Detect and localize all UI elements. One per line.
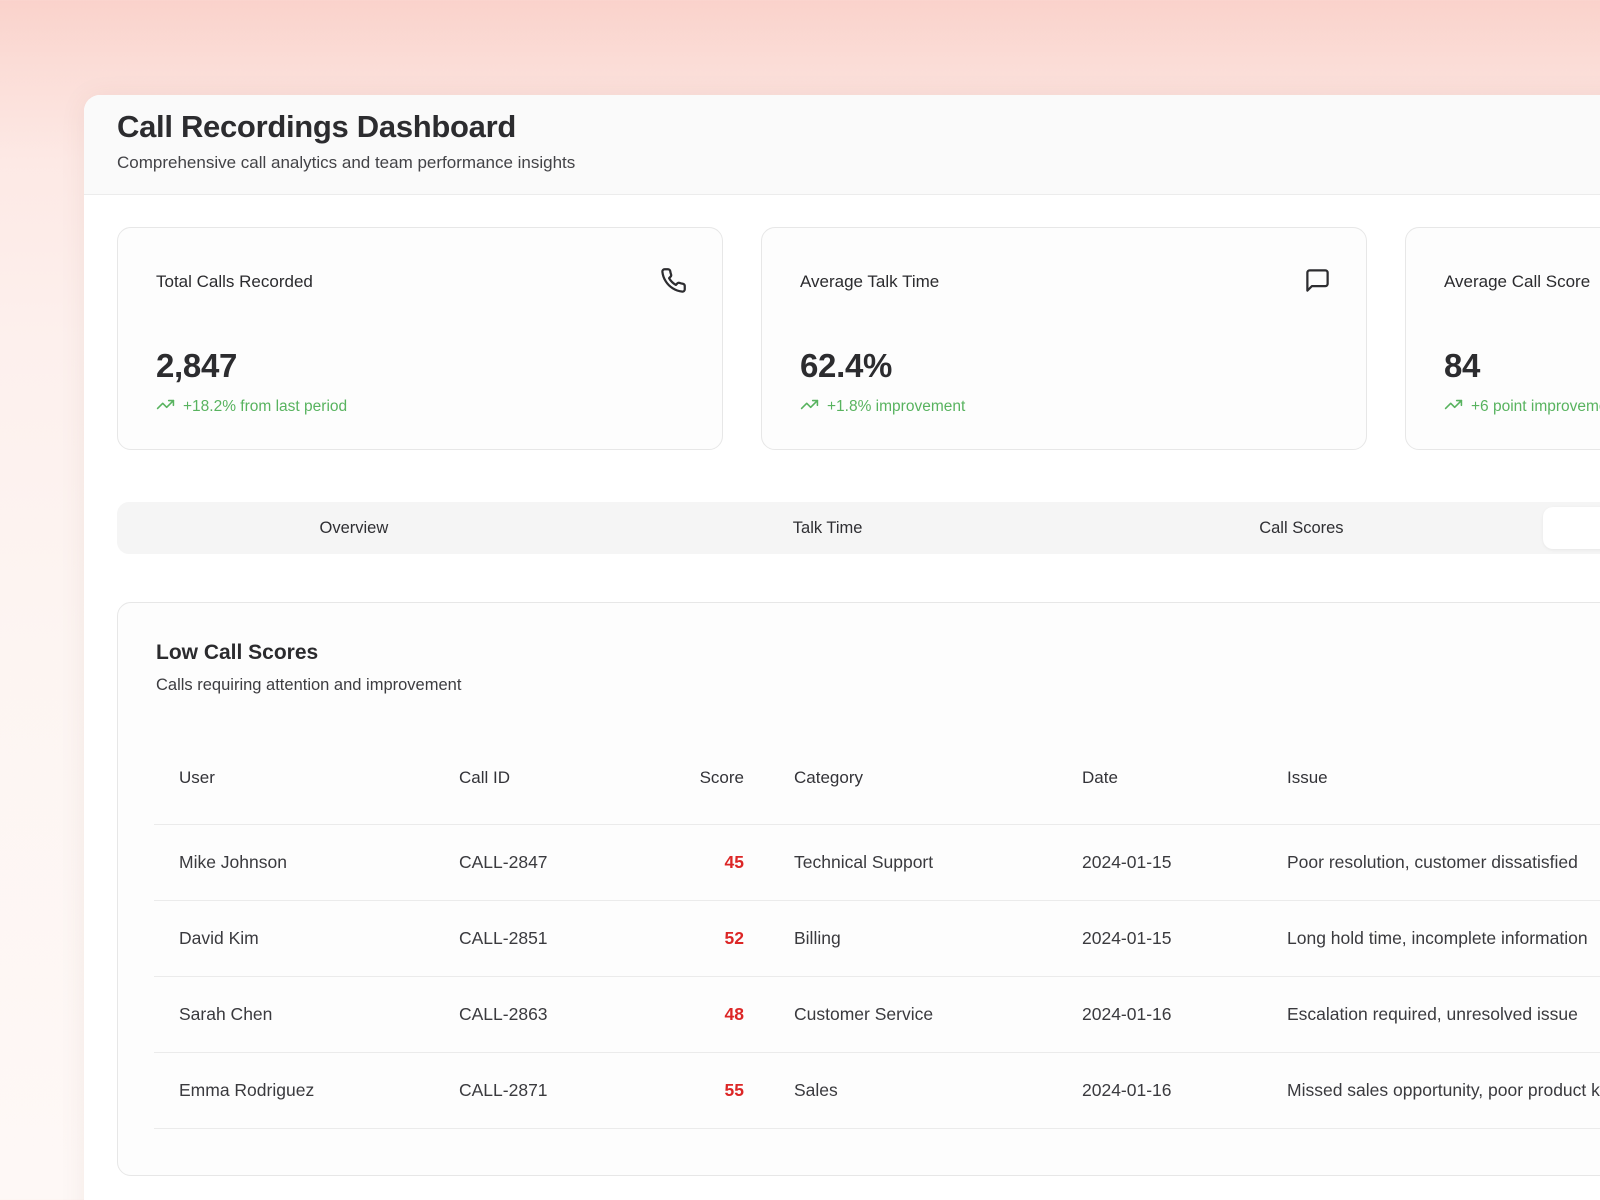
low-scores-subtitle: Calls requiring attention and improvemen… (156, 676, 462, 694)
cell-call-id: CALL-2863 (434, 975, 659, 1052)
stat-title: Average Call Score (1444, 272, 1591, 291)
page-title: Call Recordings Dashboard (117, 109, 517, 144)
cell-user: Emma Rodriguez (154, 1051, 434, 1129)
trending-up-icon (156, 395, 175, 419)
stat-card-avg-call-score: Average Call Score 84 +6 point improveme… (1405, 227, 1600, 450)
cell-issue: Missed sales opportunity, poor product k… (1262, 1051, 1600, 1129)
stat-title: Average Talk Time (800, 272, 940, 291)
tab-active-clipped[interactable] (1543, 507, 1600, 549)
cell-issue: Escalation required, unresolved issue (1262, 975, 1600, 1052)
message-square-icon (1304, 267, 1331, 299)
stat-delta: +6 point improvement (1444, 395, 1600, 419)
stat-delta-label: +6 point improvement (1471, 398, 1600, 415)
cell-call-id: CALL-2871 (434, 1051, 659, 1129)
cell-date: 2024-01-16 (1057, 975, 1262, 1052)
column-header-user: User (179, 767, 215, 787)
low-scores-table: User Call ID Score Category Date Issue M… (154, 732, 1600, 1129)
cell-category: Technical Support (769, 823, 1057, 900)
page-header: Call Recordings Dashboard Comprehensive … (84, 95, 1600, 195)
stat-value: 62.4% (800, 347, 893, 384)
cell-issue: Long hold time, incomplete information (1262, 899, 1600, 976)
cell-score: 55 (659, 1051, 769, 1129)
cell-user: Mike Johnson (154, 823, 434, 900)
column-header-call-id: Call ID (459, 767, 511, 787)
table-row: Sarah Chen CALL-2863 48 Customer Service… (154, 975, 1600, 1052)
cell-user: Sarah Chen (154, 975, 434, 1052)
table-row: David Kim CALL-2851 52 Billing 2024-01-1… (154, 899, 1600, 976)
stat-value: 84 (1444, 347, 1481, 384)
cell-category: Customer Service (769, 975, 1057, 1052)
column-header-issue: Issue (1287, 767, 1328, 787)
stat-card-avg-talk-time: Average Talk Time 62.4% +1.8% improvemen… (761, 227, 1367, 450)
cell-score: 48 (659, 975, 769, 1052)
stat-value: 2,847 (156, 347, 238, 384)
stats-row: Total Calls Recorded 2,847 +18.2% from l… (117, 227, 1600, 450)
cell-date: 2024-01-15 (1057, 823, 1262, 900)
cell-score: 45 (659, 823, 769, 900)
main-panel: Call Recordings Dashboard Comprehensive … (84, 95, 1600, 1200)
cell-category: Billing (769, 899, 1057, 976)
stat-delta: +18.2% from last period (156, 395, 686, 419)
cell-score: 52 (659, 899, 769, 976)
tab-bar: Overview Talk Time Call Scores (117, 502, 1600, 554)
trending-up-icon (800, 395, 819, 419)
cell-category: Sales (769, 1051, 1057, 1129)
phone-icon (660, 267, 687, 299)
trending-up-icon (1444, 395, 1463, 419)
stat-delta-label: +18.2% from last period (183, 398, 348, 415)
stat-delta: +1.8% improvement (800, 395, 1330, 419)
stat-title: Total Calls Recorded (156, 272, 313, 291)
stat-delta-label: +1.8% improvement (827, 398, 966, 415)
column-header-category: Category (794, 767, 863, 787)
tab-call-scores[interactable]: Call Scores (1259, 518, 1344, 537)
cell-call-id: CALL-2851 (434, 899, 659, 976)
stat-card-total-calls: Total Calls Recorded 2,847 +18.2% from l… (117, 227, 723, 450)
tab-overview[interactable]: Overview (319, 518, 389, 537)
column-header-score: Score (699, 767, 744, 787)
cell-date: 2024-01-16 (1057, 1051, 1262, 1129)
table-row: Emma Rodriguez CALL-2871 55 Sales 2024-0… (154, 1051, 1600, 1129)
low-scores-card: Low Call Scores Calls requiring attentio… (117, 602, 1600, 1176)
cell-date: 2024-01-15 (1057, 899, 1262, 976)
cell-call-id: CALL-2847 (434, 823, 659, 900)
table-row: Mike Johnson CALL-2847 45 Technical Supp… (154, 823, 1600, 900)
column-header-date: Date (1082, 767, 1118, 787)
cell-issue: Poor resolution, customer dissatisfied (1262, 823, 1600, 900)
tab-talk-time[interactable]: Talk Time (792, 518, 863, 537)
page-subtitle: Comprehensive call analytics and team pe… (117, 153, 576, 172)
cell-user: David Kim (154, 899, 434, 976)
low-scores-title: Low Call Scores (156, 641, 319, 664)
table-header-row: User Call ID Score Category Date Issue (154, 732, 1600, 824)
